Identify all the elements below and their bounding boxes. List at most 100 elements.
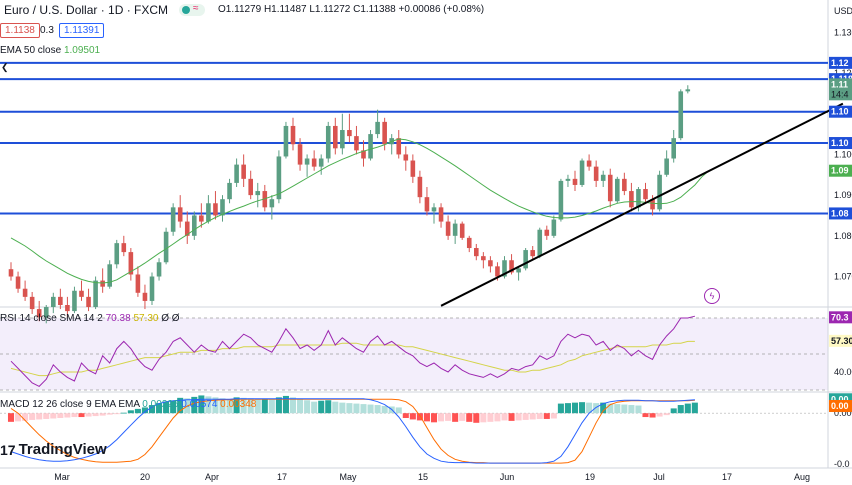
candle: [558, 180, 564, 220]
macd-histogram-bar: [92, 413, 99, 417]
macd-histogram-bar: [346, 403, 353, 414]
candle: [255, 191, 261, 196]
macd-tick-label: 0.000: [834, 408, 852, 418]
macd-histogram-bar: [233, 397, 240, 414]
candle: [572, 178, 578, 185]
candle: [199, 215, 204, 222]
candle: [361, 150, 366, 159]
candle: [586, 160, 592, 167]
macd-value-2: 0.00574: [181, 399, 218, 410]
macd-histogram-bar: [254, 398, 261, 414]
x-tick-label: 19: [585, 472, 595, 482]
macd-label: MACD 12 26 close 9 EMA EMA: [0, 399, 140, 410]
macd-histogram-bar: [543, 413, 550, 419]
candle: [100, 280, 105, 287]
candle: [128, 252, 134, 275]
candle: [290, 125, 296, 145]
candle: [593, 166, 599, 181]
macd-histogram-bar: [656, 413, 663, 417]
buy-button[interactable]: 1.11391: [59, 23, 105, 38]
candle: [650, 199, 655, 210]
candle: [170, 207, 176, 232]
candle: [206, 203, 211, 222]
level-price-tag-bg: [829, 137, 852, 150]
macd-histogram-bar: [649, 413, 656, 418]
candle: [636, 189, 641, 208]
y-tick-label: 1.100: [834, 149, 852, 159]
level-price-tag: 1.12: [831, 58, 849, 68]
flash-alert-icon[interactable]: ϟ: [704, 288, 720, 304]
macd-histogram-bar: [571, 402, 579, 414]
macd-histogram-bar: [614, 404, 621, 414]
candle: [354, 136, 359, 151]
candle: [544, 229, 550, 236]
x-tick-label: 17: [722, 472, 732, 482]
rsi-legend[interactable]: RSI 14 close SMA 14 2 70.38 57.30 Ø Ø: [0, 313, 180, 324]
candle: [438, 207, 444, 222]
macd-histogram-bar: [318, 400, 325, 414]
market-status-icon[interactable]: ≈: [179, 3, 205, 16]
macd-histogram-bar: [113, 413, 120, 415]
level-price-tag: 1.10: [831, 107, 849, 117]
candle: [417, 176, 423, 198]
candle: [445, 221, 451, 236]
candle: [248, 178, 253, 196]
macd-legend[interactable]: MACD 12 26 close 9 EMA EMA 0.00226 0.005…: [0, 399, 256, 410]
candle: [318, 158, 324, 167]
level-price-tag-bg: [829, 105, 852, 118]
candle: [51, 296, 56, 308]
candle: [396, 138, 402, 155]
macd-histogram-bar: [360, 404, 367, 414]
rsi-sma-line: [10, 340, 695, 377]
candle: [615, 178, 620, 202]
macd-histogram-bar: [332, 401, 339, 414]
y-tick-label: 1.090: [834, 190, 852, 200]
macd-histogram-bar: [684, 403, 691, 414]
x-tick-label: 20: [140, 472, 150, 482]
candle: [509, 260, 514, 273]
ema-legend[interactable]: EMA 50 close 1.09501: [0, 45, 100, 56]
macd-value-3: 0.00348: [220, 399, 257, 410]
macd-histogram-bar: [247, 398, 254, 414]
candle: [135, 274, 141, 293]
x-tick-label: May: [339, 472, 357, 482]
candle: [79, 290, 84, 297]
candle: [93, 280, 98, 308]
candle: [15, 276, 21, 289]
sell-button[interactable]: 1.1138: [0, 23, 40, 38]
collapse-chevron-icon[interactable]: ❮: [1, 62, 9, 72]
macd-histogram-bar: [423, 413, 430, 422]
macd-histogram-bar: [642, 413, 649, 418]
macd-histogram-bar: [600, 402, 607, 414]
candle: [671, 138, 676, 159]
macd-histogram-bar: [635, 405, 642, 414]
rsi-sma-value-tag-bg: [829, 334, 852, 347]
macd-histogram-bar: [487, 413, 494, 422]
candle: [551, 219, 557, 236]
candle: [29, 296, 35, 310]
macd-histogram-bar: [64, 413, 71, 418]
ema-price-tag-bg: [829, 164, 852, 177]
rsi-tick-label: 40.00: [834, 367, 852, 377]
candle: [488, 260, 493, 267]
rsi-sma-value-tag: 57.30: [831, 336, 852, 346]
macd-histogram-bar: [120, 412, 127, 414]
macd-histogram-bar: [494, 413, 501, 422]
macd-histogram-bar: [212, 397, 219, 414]
candle: [192, 215, 197, 236]
candle: [149, 276, 155, 301]
macd-histogram-bar: [409, 413, 416, 420]
candle: [565, 178, 571, 181]
ema-value: 1.09501: [63, 45, 101, 56]
symbol-title[interactable]: Euro / U.S. Dollar · 1D · FXCM: [4, 3, 169, 17]
macd-histogram-bar: [226, 399, 233, 414]
macd-histogram-bar: [282, 395, 289, 414]
candle: [311, 158, 317, 167]
macd-histogram-bar: [607, 403, 614, 414]
macd-histogram-bar: [325, 400, 332, 414]
rsi-extra: Ø Ø: [161, 313, 180, 324]
macd-histogram-bar: [438, 413, 445, 422]
candle: [375, 121, 380, 135]
candle: [142, 292, 148, 301]
